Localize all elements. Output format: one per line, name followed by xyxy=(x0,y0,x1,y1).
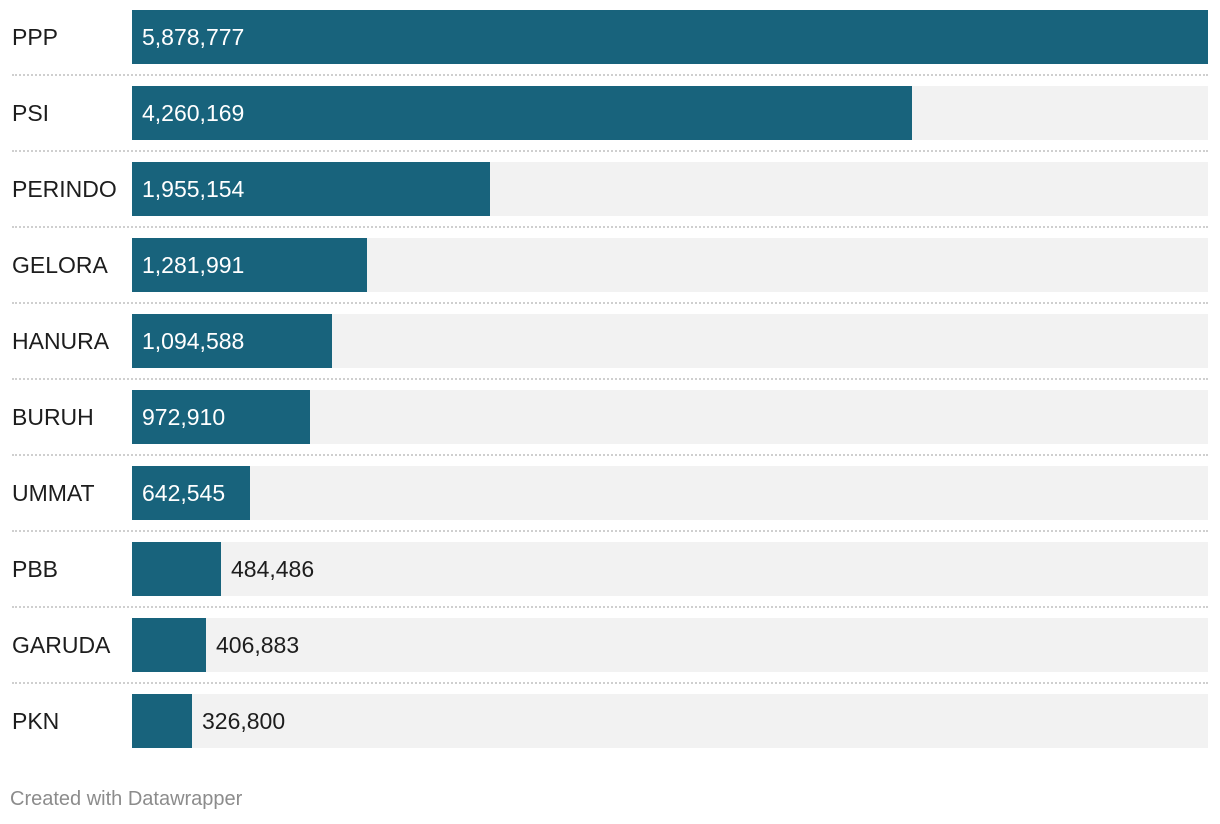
value-label: 642,545 xyxy=(142,480,226,506)
row-separator xyxy=(12,74,1208,76)
row-separator xyxy=(12,302,1208,304)
bar-row: PBB 484,486 xyxy=(12,542,1208,596)
bar-row: GELORA 1,281,991 xyxy=(12,238,1208,292)
category-label: BURUH xyxy=(12,404,94,430)
category-label: GELORA xyxy=(12,252,108,278)
value-label: 5,878,777 xyxy=(142,24,245,50)
bar-row: PSI 4,260,169 xyxy=(12,86,1208,140)
bar-row: PPP 5,878,777 xyxy=(12,10,1208,64)
credit-footer: Created with Datawrapper xyxy=(10,788,243,810)
category-label: PERINDO xyxy=(12,176,117,202)
row-separator xyxy=(12,606,1208,608)
bar-row: PERINDO 1,955,154 xyxy=(12,162,1208,216)
value-label: 326,800 xyxy=(202,708,286,734)
value-label: 484,486 xyxy=(231,556,315,582)
bar-track: 326,800 xyxy=(132,694,1208,748)
bar-row: UMMAT 642,545 xyxy=(12,466,1208,520)
category-label: PKN xyxy=(12,708,60,734)
category-label: UMMAT xyxy=(12,480,95,506)
category-label: HANURA xyxy=(12,328,110,354)
value-label: 1,094,588 xyxy=(142,328,245,354)
row-separator xyxy=(12,150,1208,152)
value-label: 972,910 xyxy=(142,404,226,430)
bar xyxy=(132,238,367,292)
row-separator xyxy=(12,226,1208,228)
bar-track: 484,486 xyxy=(132,542,1208,596)
value-label: 1,281,991 xyxy=(142,252,245,278)
row-separator xyxy=(12,682,1208,684)
bar xyxy=(132,390,310,444)
category-label: PSI xyxy=(12,100,50,126)
value-label: 4,260,169 xyxy=(142,100,245,126)
value-label: 1,955,154 xyxy=(142,176,245,202)
bar xyxy=(132,466,250,520)
bar-track: 1,281,991 xyxy=(132,238,1208,292)
bar xyxy=(132,10,1208,64)
bar-track: 406,883 xyxy=(132,618,1208,672)
bar-track: 972,910 xyxy=(132,390,1208,444)
bar xyxy=(132,86,912,140)
bar-row: BURUH 972,910 xyxy=(12,390,1208,444)
row-separator xyxy=(12,530,1208,532)
bar-track: 4,260,169 xyxy=(132,86,1208,140)
bar xyxy=(132,618,206,672)
bar-row: HANURA 1,094,588 xyxy=(12,314,1208,368)
bar-track: 1,955,154 xyxy=(132,162,1208,216)
bar-track: 642,545 xyxy=(132,466,1208,520)
bar-row: GARUDA 406,883 xyxy=(12,618,1208,672)
bar-track: 1,094,588 xyxy=(132,314,1208,368)
bar xyxy=(132,314,332,368)
row-separator xyxy=(12,378,1208,380)
bar-row: PKN 326,800 xyxy=(12,694,1208,748)
bar xyxy=(132,694,192,748)
bar xyxy=(132,162,490,216)
bar xyxy=(132,542,221,596)
row-separator xyxy=(12,454,1208,456)
category-label: PBB xyxy=(12,556,59,582)
value-label: 406,883 xyxy=(216,632,300,658)
category-label: PPP xyxy=(12,24,59,50)
category-label: GARUDA xyxy=(12,632,111,658)
bar-track: 5,878,777 xyxy=(132,10,1208,64)
